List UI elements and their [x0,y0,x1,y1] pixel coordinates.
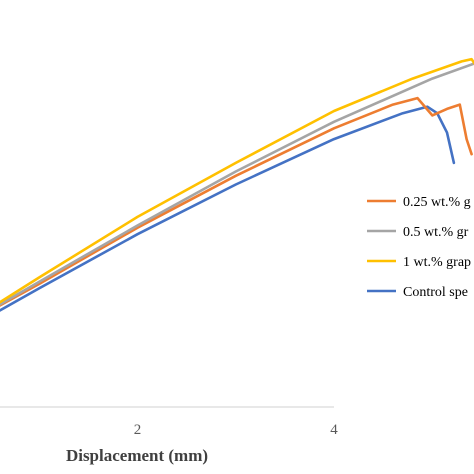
legend-label-2: 1 wt.% grap [403,255,471,270]
legend-label-3: Control spe [403,285,468,300]
x-tick-labels: 2468 [134,422,339,438]
legend-item-1: 0.5 wt.% gr [367,225,469,240]
series-line-2 [0,57,474,304]
x-tick-label-2: 2 [134,422,142,438]
series-line-0 [0,96,473,307]
legend-item-2: 1 wt.% grap [367,255,471,270]
legend-label-1: 0.5 wt.% gr [403,225,469,240]
legend: 0.25 wt.% g 0.5 wt.% gr 1 wt.% grap Control… [367,195,471,300]
series-line-3 [0,105,456,312]
legend-label-0: 0.25 wt.% g [403,195,471,210]
x-tick-label-4: 4 [330,422,338,438]
x-axis-title: Displacement (mm) [66,446,208,465]
legend-item-3: Control spe [367,285,468,300]
series-line-1 [0,62,474,306]
legend-item-0: 0.25 wt.% g [367,195,471,210]
series-lines [0,57,474,312]
